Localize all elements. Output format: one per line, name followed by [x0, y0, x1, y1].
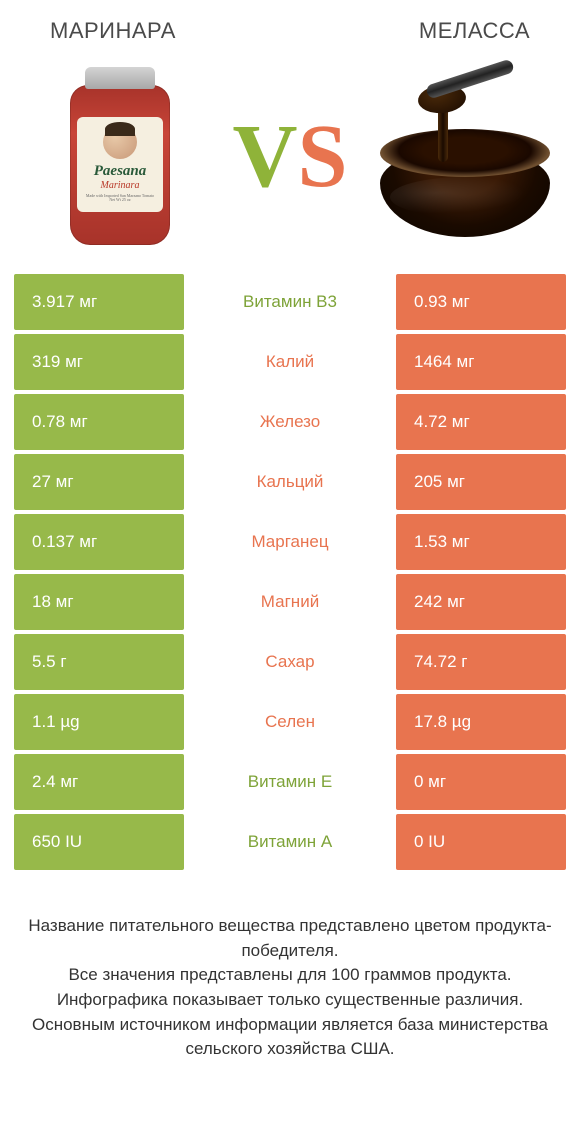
cell-right-value: 1464 мг [396, 334, 566, 390]
table-row: 650 IUВитамин A0 IU [14, 814, 566, 870]
cell-left-value: 1.1 µg [14, 694, 184, 750]
cell-left-value: 18 мг [14, 574, 184, 630]
table-row: 0.78 мгЖелезо4.72 мг [14, 394, 566, 450]
title-left: МАРИНАРА [50, 18, 176, 44]
cell-right-value: 0 IU [396, 814, 566, 870]
cell-left-value: 3.917 мг [14, 274, 184, 330]
table-row: 3.917 мгВитамин B30.93 мг [14, 274, 566, 330]
cell-right-value: 0 мг [396, 754, 566, 810]
header: МАРИНАРА МЕЛАССА [0, 0, 580, 44]
image-molasses [370, 62, 550, 252]
cell-left-value: 27 мг [14, 454, 184, 510]
cell-nutrient-name: Магний [184, 574, 396, 630]
cell-right-value: 0.93 мг [396, 274, 566, 330]
image-marinara: Paesana Marinara Made with Imported San … [30, 62, 210, 252]
cell-nutrient-name: Селен [184, 694, 396, 750]
table-row: 0.137 мгМарганец1.53 мг [14, 514, 566, 570]
cell-right-value: 1.53 мг [396, 514, 566, 570]
table-row: 1.1 µgСелен17.8 µg [14, 694, 566, 750]
jar-icon: Paesana Marinara Made with Imported San … [65, 67, 175, 247]
table-row: 27 мгКальций205 мг [14, 454, 566, 510]
vs-s: S [297, 112, 347, 202]
table-row: 5.5 гСахар74.72 г [14, 634, 566, 690]
table-row: 2.4 мгВитамин E0 мг [14, 754, 566, 810]
cell-right-value: 4.72 мг [396, 394, 566, 450]
vs-label: VS [232, 112, 347, 202]
cell-nutrient-name: Марганец [184, 514, 396, 570]
cell-nutrient-name: Сахар [184, 634, 396, 690]
comparison-table: 3.917 мгВитамин B30.93 мг319 мгКалий1464… [0, 274, 580, 870]
molasses-icon [370, 67, 550, 247]
cell-left-value: 650 IU [14, 814, 184, 870]
cell-nutrient-name: Калий [184, 334, 396, 390]
cell-right-value: 242 мг [396, 574, 566, 630]
cell-right-value: 74.72 г [396, 634, 566, 690]
cell-nutrient-name: Витамин A [184, 814, 396, 870]
cell-left-value: 2.4 мг [14, 754, 184, 810]
cell-nutrient-name: Витамин B3 [184, 274, 396, 330]
jar-sub: Marinara [101, 180, 140, 191]
cell-left-value: 0.137 мг [14, 514, 184, 570]
vs-v: V [232, 112, 297, 202]
cell-left-value: 319 мг [14, 334, 184, 390]
footer-text: Название питательного вещества представл… [0, 874, 580, 1062]
cell-nutrient-name: Кальций [184, 454, 396, 510]
table-row: 18 мгМагний242 мг [14, 574, 566, 630]
cell-left-value: 0.78 мг [14, 394, 184, 450]
title-right: МЕЛАССА [419, 18, 530, 44]
jar-brand: Paesana [94, 163, 147, 180]
cell-nutrient-name: Витамин E [184, 754, 396, 810]
cell-nutrient-name: Железо [184, 394, 396, 450]
cell-right-value: 205 мг [396, 454, 566, 510]
table-row: 319 мгКалий1464 мг [14, 334, 566, 390]
cell-left-value: 5.5 г [14, 634, 184, 690]
cell-right-value: 17.8 µg [396, 694, 566, 750]
images-row: Paesana Marinara Made with Imported San … [0, 44, 580, 274]
